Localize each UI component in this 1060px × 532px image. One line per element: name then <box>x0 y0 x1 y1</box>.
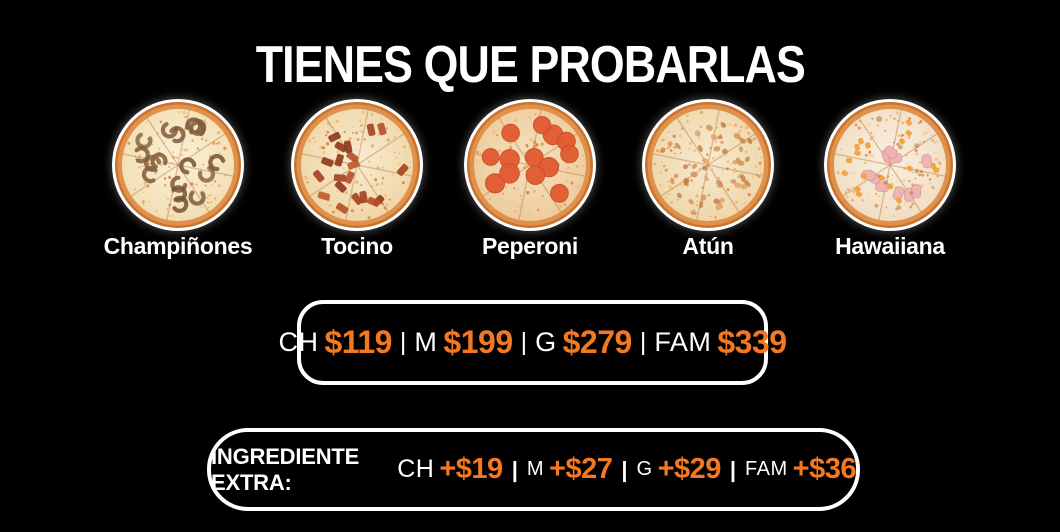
pizza-label: Hawaiiana <box>835 233 945 259</box>
extra-size-label: M <box>526 458 545 480</box>
extra-price-value: +$36 <box>792 453 857 485</box>
extra-price-value: +$27 <box>549 453 613 485</box>
price-separator: | <box>520 328 528 356</box>
extra-ingredient-label: INGREDIENTE EXTRA: <box>211 443 360 495</box>
extra-price-value: +$19 <box>439 453 503 485</box>
pizza-label: Tocino <box>321 233 393 259</box>
price-value: $119 <box>324 324 393 360</box>
price-value: $339 <box>717 324 787 360</box>
extra-separator: | <box>511 456 518 482</box>
pizza-card-champinones: Champiñones <box>93 90 263 260</box>
pizza-card-tocino: Tocino <box>272 90 442 260</box>
price-separator: | <box>399 328 407 356</box>
extra-price-value: +$29 <box>657 453 722 485</box>
pizza-label: Atún <box>682 233 734 259</box>
price-size-label: FAM <box>654 327 712 357</box>
extra-size-label: G <box>636 458 653 480</box>
extra-separator: | <box>729 456 737 482</box>
pizza-image-hawaiiana <box>805 90 975 240</box>
pizza-card-peperoni: Peperoni <box>445 90 615 260</box>
pizza-label: Champiñones <box>103 233 253 259</box>
price-box: CH $119 | M $199 | G $279 | FAM $339 <box>279 300 787 385</box>
price-size-label: CH <box>278 327 319 357</box>
price-value: $199 <box>443 324 513 360</box>
pizza-image-atun <box>623 90 793 240</box>
price-size-label: G <box>535 327 557 357</box>
pizza-image-tocino <box>272 90 442 240</box>
pizza-card-hawaiiana: Hawaiiana <box>805 90 975 260</box>
pizza-card-atun: Atún <box>623 90 793 260</box>
extra-ingredient-box: INGREDIENTE EXTRA: CH +$19 | M +$27 | G +$29 | FA… <box>207 428 860 511</box>
pizza-image-peperoni <box>445 90 615 240</box>
price-value: $279 <box>562 324 633 360</box>
extra-size-label: CH <box>397 455 435 483</box>
pizza-image-champinones <box>93 90 263 240</box>
page-title: TIENES QUE PROBARLAS <box>0 37 1060 93</box>
extra-size-label: FAM <box>745 458 788 480</box>
price-separator: | <box>639 328 647 356</box>
extra-separator: | <box>621 456 628 482</box>
pizza-label: Peperoni <box>481 233 578 259</box>
page-title-text: TIENES QUE PROBARLAS <box>255 35 805 94</box>
price-size-label: M <box>414 327 438 357</box>
